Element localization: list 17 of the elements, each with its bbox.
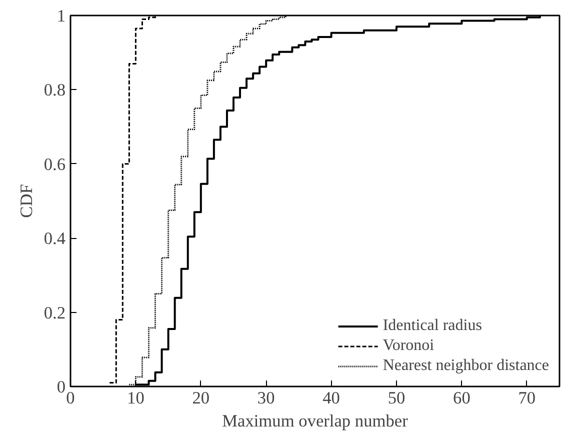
x-tick-label: 60 — [453, 388, 470, 408]
y-tick-label: 0.6 — [44, 154, 66, 174]
x-tick-label: 70 — [518, 388, 536, 408]
legend-label: Identical radius — [382, 317, 482, 335]
y-axis-title: CDF — [16, 184, 36, 218]
x-tick-label: 40 — [322, 388, 340, 408]
y-tick-label: 0.2 — [44, 303, 66, 322]
legend-label: Nearest neighbor distance — [382, 357, 549, 375]
legend-label: Voronoi — [382, 337, 434, 355]
x-tick-label: 50 — [388, 388, 406, 408]
x-tick-label: 10 — [127, 388, 144, 408]
y-tick-label: 0.4 — [44, 229, 66, 248]
x-tick-label: 20 — [192, 388, 210, 408]
x-tick-label: 30 — [257, 388, 275, 408]
y-tick-label: 1 — [56, 6, 66, 26]
x-axis-title: Maximum overlap number — [222, 412, 408, 430]
y-tick-label: 0.8 — [44, 80, 66, 100]
